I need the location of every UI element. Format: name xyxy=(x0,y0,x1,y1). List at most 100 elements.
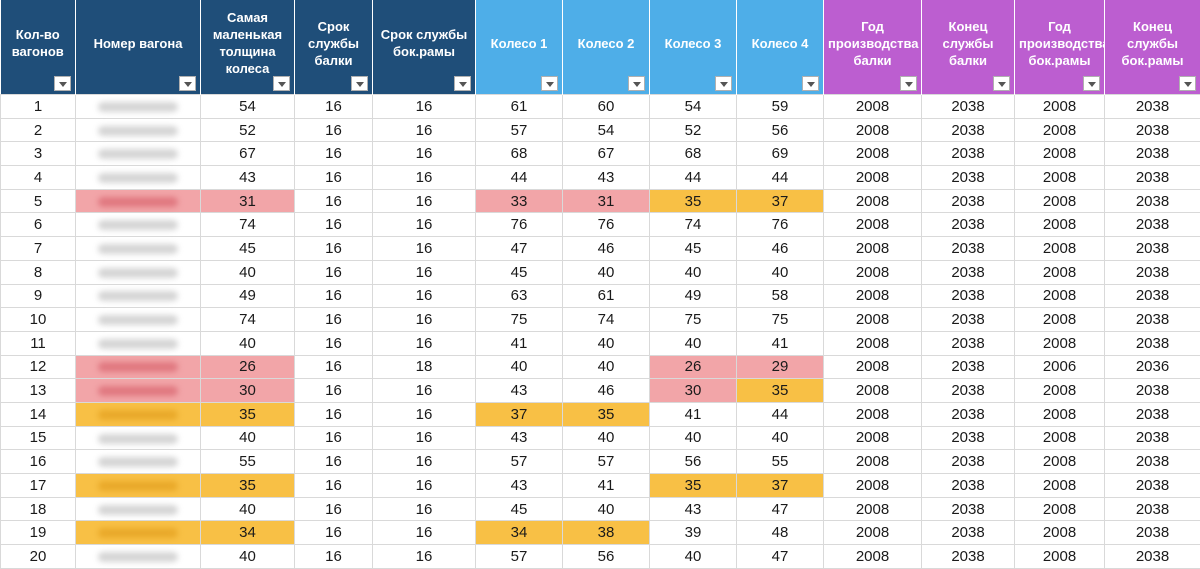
table-cell[interactable]: 16 xyxy=(373,118,476,142)
table-cell[interactable]: 2038 xyxy=(1105,189,1200,213)
table-cell[interactable]: 16 xyxy=(295,284,373,308)
wagon-number-cell[interactable] xyxy=(76,521,201,545)
table-cell[interactable]: 2 xyxy=(1,118,76,142)
table-cell[interactable]: 2008 xyxy=(824,260,922,284)
table-cell[interactable]: 2008 xyxy=(1015,118,1105,142)
table-cell[interactable]: 16 xyxy=(295,260,373,284)
table-cell[interactable]: 44 xyxy=(737,166,824,190)
table-cell[interactable]: 37 xyxy=(476,402,563,426)
table-cell[interactable]: 39 xyxy=(650,521,737,545)
table-cell[interactable]: 52 xyxy=(650,118,737,142)
table-cell[interactable]: 2008 xyxy=(1015,189,1105,213)
table-cell[interactable]: 16 xyxy=(373,474,476,498)
table-cell[interactable]: 2008 xyxy=(1015,95,1105,119)
table-cell[interactable]: 16 xyxy=(373,237,476,261)
table-cell[interactable]: 2038 xyxy=(1105,402,1200,426)
table-cell[interactable]: 49 xyxy=(201,284,295,308)
table-cell[interactable]: 2008 xyxy=(1015,379,1105,403)
filter-dropdown-icon[interactable] xyxy=(715,76,732,91)
table-cell[interactable]: 2038 xyxy=(922,474,1015,498)
table-cell[interactable]: 4 xyxy=(1,166,76,190)
table-cell[interactable]: 2008 xyxy=(824,118,922,142)
table-cell[interactable]: 30 xyxy=(650,379,737,403)
table-cell[interactable]: 18 xyxy=(1,497,76,521)
table-cell[interactable]: 40 xyxy=(650,545,737,569)
table-cell[interactable]: 16 xyxy=(373,331,476,355)
table-cell[interactable]: 16 xyxy=(295,213,373,237)
table-cell[interactable]: 74 xyxy=(201,308,295,332)
table-cell[interactable]: 2038 xyxy=(1105,260,1200,284)
table-cell[interactable]: 48 xyxy=(737,521,824,545)
table-cell[interactable]: 2038 xyxy=(922,497,1015,521)
table-cell[interactable]: 1 xyxy=(1,95,76,119)
table-cell[interactable]: 41 xyxy=(737,331,824,355)
filter-dropdown-icon[interactable] xyxy=(273,76,290,91)
table-cell[interactable]: 16 xyxy=(373,260,476,284)
table-cell[interactable]: 67 xyxy=(563,142,650,166)
table-cell[interactable]: 2008 xyxy=(1015,237,1105,261)
filter-dropdown-icon[interactable] xyxy=(179,76,196,91)
table-cell[interactable]: 16 xyxy=(373,497,476,521)
table-cell[interactable]: 9 xyxy=(1,284,76,308)
table-cell[interactable]: 44 xyxy=(476,166,563,190)
wagon-number-cell[interactable] xyxy=(76,284,201,308)
table-cell[interactable]: 60 xyxy=(563,95,650,119)
table-cell[interactable]: 16 xyxy=(295,142,373,166)
table-cell[interactable]: 20 xyxy=(1,545,76,569)
table-cell[interactable]: 2008 xyxy=(824,331,922,355)
table-cell[interactable]: 2008 xyxy=(824,474,922,498)
table-cell[interactable]: 34 xyxy=(201,521,295,545)
table-cell[interactable]: 18 xyxy=(373,355,476,379)
table-cell[interactable]: 37 xyxy=(737,189,824,213)
table-cell[interactable]: 2008 xyxy=(1015,497,1105,521)
table-cell[interactable]: 40 xyxy=(563,355,650,379)
table-cell[interactable]: 8 xyxy=(1,260,76,284)
table-cell[interactable]: 59 xyxy=(737,95,824,119)
filter-dropdown-icon[interactable] xyxy=(628,76,645,91)
table-cell[interactable]: 16 xyxy=(295,166,373,190)
table-cell[interactable]: 16 xyxy=(295,308,373,332)
table-cell[interactable]: 47 xyxy=(476,237,563,261)
table-cell[interactable]: 68 xyxy=(650,142,737,166)
table-cell[interactable]: 2008 xyxy=(824,189,922,213)
table-cell[interactable]: 40 xyxy=(201,331,295,355)
table-cell[interactable]: 44 xyxy=(737,402,824,426)
table-cell[interactable]: 2038 xyxy=(922,142,1015,166)
filter-dropdown-icon[interactable] xyxy=(454,76,471,91)
table-cell[interactable]: 6 xyxy=(1,213,76,237)
table-cell[interactable]: 16 xyxy=(1,450,76,474)
table-cell[interactable]: 44 xyxy=(650,166,737,190)
table-cell[interactable]: 57 xyxy=(563,450,650,474)
table-cell[interactable]: 75 xyxy=(737,308,824,332)
table-cell[interactable]: 31 xyxy=(563,189,650,213)
table-cell[interactable]: 57 xyxy=(476,545,563,569)
table-cell[interactable]: 2038 xyxy=(1105,426,1200,450)
table-cell[interactable]: 47 xyxy=(737,497,824,521)
table-cell[interactable]: 2038 xyxy=(1105,118,1200,142)
table-cell[interactable]: 43 xyxy=(650,497,737,521)
table-cell[interactable]: 40 xyxy=(650,331,737,355)
wagon-number-cell[interactable] xyxy=(76,189,201,213)
table-cell[interactable]: 16 xyxy=(373,308,476,332)
table-cell[interactable]: 2008 xyxy=(1015,426,1105,450)
wagon-number-cell[interactable] xyxy=(76,379,201,403)
table-cell[interactable]: 56 xyxy=(563,545,650,569)
table-cell[interactable]: 16 xyxy=(373,426,476,450)
table-cell[interactable]: 13 xyxy=(1,379,76,403)
table-cell[interactable]: 76 xyxy=(563,213,650,237)
table-cell[interactable]: 74 xyxy=(650,213,737,237)
table-cell[interactable]: 2038 xyxy=(922,545,1015,569)
table-cell[interactable]: 40 xyxy=(563,331,650,355)
filter-dropdown-icon[interactable] xyxy=(1083,76,1100,91)
table-cell[interactable]: 26 xyxy=(650,355,737,379)
table-cell[interactable]: 40 xyxy=(650,426,737,450)
table-cell[interactable]: 54 xyxy=(563,118,650,142)
table-cell[interactable]: 45 xyxy=(650,237,737,261)
table-cell[interactable]: 2008 xyxy=(824,521,922,545)
table-cell[interactable]: 2008 xyxy=(1015,450,1105,474)
table-cell[interactable]: 26 xyxy=(201,355,295,379)
table-cell[interactable]: 2008 xyxy=(824,450,922,474)
table-cell[interactable]: 16 xyxy=(295,355,373,379)
table-cell[interactable]: 63 xyxy=(476,284,563,308)
table-cell[interactable]: 16 xyxy=(295,450,373,474)
